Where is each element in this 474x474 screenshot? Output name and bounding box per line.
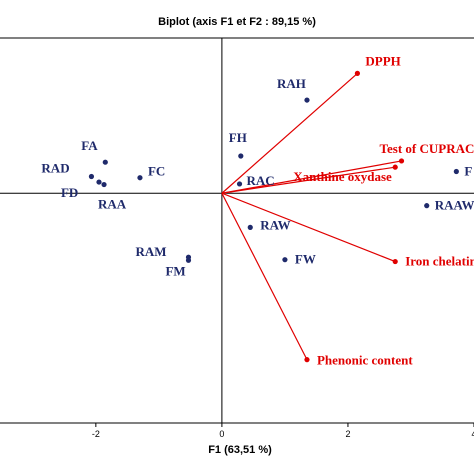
variable-label: Iron chelating	[405, 254, 474, 269]
variable-vector	[221, 166, 396, 194]
variable-point	[398, 158, 405, 164]
x-axis-label: F1 (63,51 %)	[208, 444, 272, 456]
observation-label: RAC	[247, 173, 275, 188]
x-tick-label: 0	[219, 429, 224, 439]
observation-points: RAH FH FA FC RAD FD RAA RAC RAW FW RAM FM RAAW F	[41, 76, 474, 278]
plot-frame	[0, 37, 474, 424]
observation-point	[88, 173, 95, 180]
observation-point	[453, 168, 459, 175]
variable-vectors: DPPH Test of CUPRAC Xanthine oxydase Iron c…	[221, 53, 474, 368]
observation-point	[96, 179, 102, 185]
variable-label: Test of CUPRAC	[380, 141, 474, 156]
observation-point	[247, 224, 253, 230]
observation-point	[424, 203, 430, 209]
x-tick-label: 2	[345, 429, 350, 439]
observation-point	[282, 257, 288, 263]
x-tick-label: 4	[471, 429, 474, 439]
variable-vector	[221, 72, 358, 194]
variable-label: Xanthine oxydase	[293, 169, 392, 184]
observation-label: RAW	[260, 217, 290, 232]
observation-point	[185, 257, 192, 263]
observation-point	[102, 159, 108, 165]
observation-label: FD	[61, 185, 78, 200]
observation-label: FM	[165, 263, 185, 278]
variable-vector	[221, 192, 308, 360]
observation-label: FH	[229, 130, 247, 145]
x-tick-label: -2	[92, 429, 100, 439]
x-axis-ticks: -2 0 2 4	[92, 423, 474, 439]
observation-label: FC	[148, 164, 165, 179]
observation-label: RAM	[135, 244, 166, 259]
chart-title: Biplot (axis F1 et F2 : 89,15 %)	[158, 16, 316, 28]
variable-vector	[221, 192, 396, 263]
variable-point	[304, 357, 310, 363]
observation-label: RAA	[98, 197, 127, 212]
observation-label: F	[464, 164, 472, 179]
variable-point	[392, 258, 398, 265]
observation-point	[236, 181, 243, 187]
observation-point	[238, 153, 244, 159]
observation-point	[137, 175, 143, 181]
observation-label: FW	[295, 252, 316, 267]
observation-label: RAH	[277, 76, 306, 91]
observation-point	[304, 97, 310, 103]
variable-point	[354, 70, 361, 76]
observation-label: FA	[81, 138, 98, 153]
observation-point	[101, 181, 107, 188]
variable-label: Phenonic content	[317, 353, 413, 368]
variable-vector	[221, 160, 402, 194]
variable-point	[392, 164, 398, 170]
observation-label: RAD	[41, 160, 69, 175]
observation-label: RAAW	[435, 198, 474, 213]
variable-label: DPPH	[365, 53, 400, 68]
